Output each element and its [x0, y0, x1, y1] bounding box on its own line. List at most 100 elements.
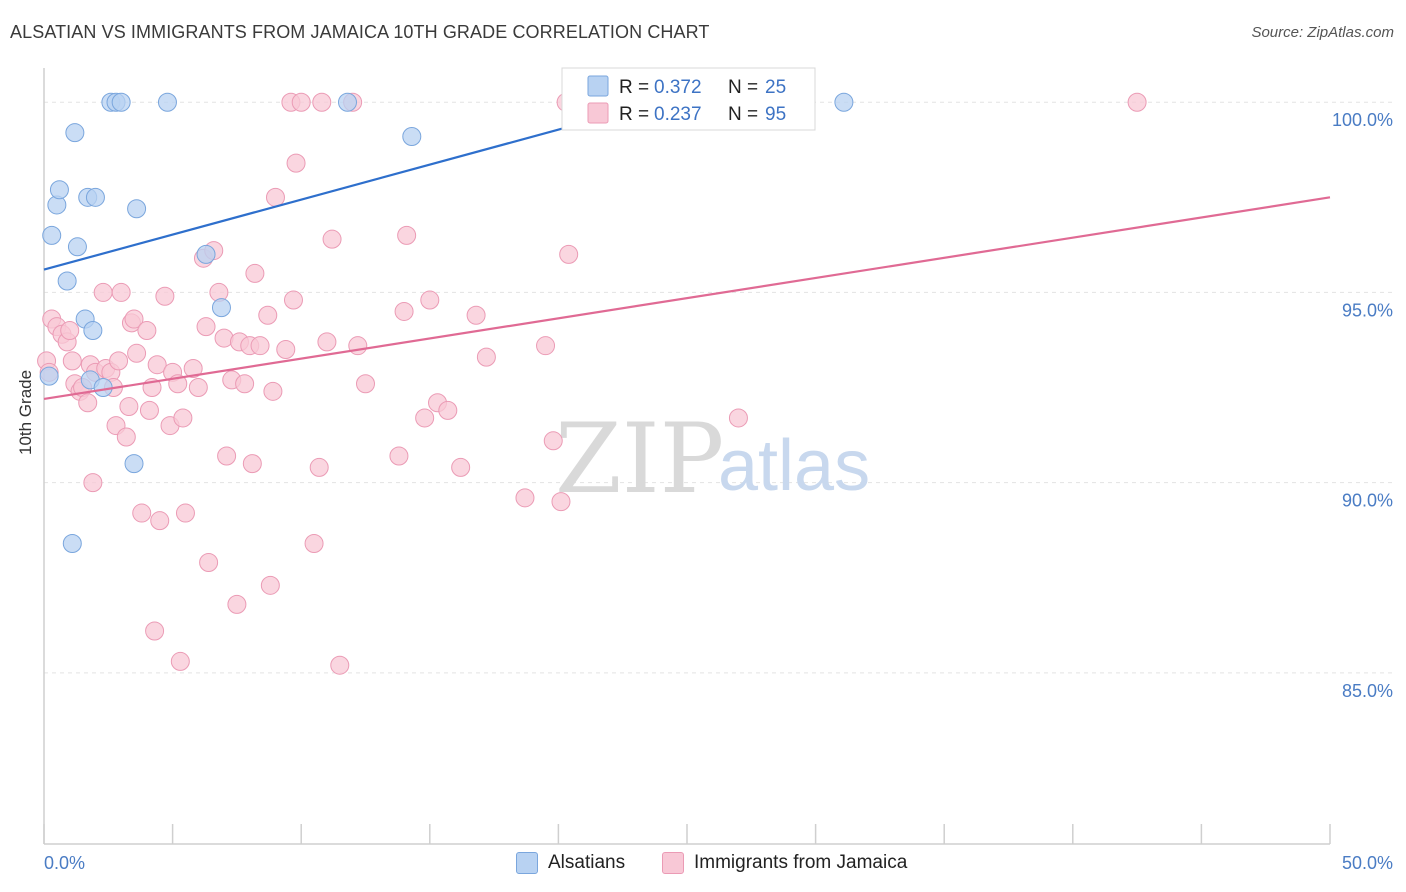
legend-n-label-alsatians: N = — [728, 77, 758, 98]
jamaica-point-85 — [536, 336, 556, 356]
jamaica-point-33 — [155, 286, 175, 306]
jamaica-point-48 — [217, 446, 237, 466]
jamaica-point-39 — [175, 503, 195, 523]
source-label: Source: ZipAtlas.com — [1251, 24, 1394, 41]
jamaica-point-28 — [139, 400, 159, 420]
bottom-legend-swatch-alsatians — [516, 852, 538, 874]
jamaica-point-78 — [420, 290, 440, 310]
jamaica-point-57 — [260, 575, 280, 595]
alsatians-point-0 — [39, 366, 59, 386]
jamaica-point-75 — [394, 301, 414, 321]
watermark-atlas: atlas — [718, 426, 870, 506]
jamaica-point-25 — [127, 343, 147, 363]
legend-r-value-jamaica: 0.237 — [654, 104, 702, 125]
legend-r-label-jamaica: R = — [619, 104, 649, 125]
jamaica-point-52 — [235, 374, 255, 394]
alsatians-point-3 — [42, 225, 62, 245]
jamaica-point-68 — [317, 332, 337, 352]
alsatians-point-21 — [62, 533, 82, 553]
x-tick-label-1: 50.0% — [1342, 853, 1393, 873]
alsatians-point-5 — [65, 123, 85, 143]
watermark-zip: ZIP — [555, 403, 724, 515]
y-tick-labels: 85.0% 90.0% 95.0% 100.0% — [1332, 110, 1393, 701]
jamaica-point-43 — [196, 317, 216, 337]
alsatians-point-4 — [57, 271, 77, 291]
bottom-legend: Alsatians Immigrants from Jamaica — [0, 852, 1406, 878]
jamaica-point-32 — [150, 511, 170, 531]
jamaica-point-41 — [188, 378, 208, 398]
jamaica-point-56 — [258, 305, 278, 325]
jamaica-point-82 — [466, 305, 486, 325]
jamaica-point-6 — [62, 351, 82, 371]
bottom-legend-label-alsatians: Alsatians — [548, 852, 626, 873]
jamaica-point-54 — [242, 454, 262, 474]
legend-n-label-jamaica: N = — [728, 104, 758, 125]
jamaica-point-69 — [322, 229, 342, 249]
alsatians-point-23 — [402, 126, 422, 146]
jamaica-point-26 — [132, 503, 152, 523]
jamaica-point-73 — [356, 374, 375, 394]
jamaica-point-55 — [245, 263, 265, 283]
jamaica-point-30 — [145, 621, 165, 641]
x-tick-labels: 0.0% 50.0% — [44, 853, 1393, 873]
jamaica-point-21 — [116, 427, 136, 447]
jamaica-point-86 — [543, 431, 563, 451]
alsatians-point-17 — [124, 454, 144, 474]
jamaica-point-63 — [286, 153, 306, 173]
jamaica-point-91 — [728, 408, 748, 428]
legend-r-label-alsatians: R = — [619, 77, 649, 98]
y-tick-label-2: 95.0% — [1342, 300, 1393, 320]
alsatians-point-19 — [196, 244, 216, 264]
jamaica-point-67 — [312, 92, 332, 112]
jamaica-point-27 — [137, 320, 157, 340]
trend-lines — [43, 93, 1331, 401]
legend-n-value-jamaica: 95 — [765, 104, 786, 125]
x-tick-label-0: 0.0% — [44, 853, 85, 873]
stats-legend: R = 0.372 N = 25 R = 0.237 N = 95 — [561, 67, 816, 131]
series-jamaica-points — [37, 92, 1147, 675]
trend-line-jamaica — [43, 196, 1331, 401]
bottom-legend-alsatians: Alsatians — [516, 852, 625, 874]
alsatians-point-16 — [127, 199, 147, 219]
jamaica-point-40 — [183, 359, 203, 379]
alsatians-point-11 — [85, 187, 105, 207]
jamaica-point-38 — [173, 408, 193, 428]
jamaica-point-14 — [93, 282, 113, 302]
bottom-legend-jamaica: Immigrants from Jamaica — [662, 852, 907, 874]
jamaica-point-74 — [389, 446, 409, 466]
jamaica-point-94 — [250, 336, 270, 356]
jamaica-point-61 — [283, 290, 303, 310]
axes — [43, 68, 1331, 845]
y-tick-label-0: 85.0% — [1342, 681, 1393, 701]
alsatians-point-22 — [337, 92, 357, 112]
series-alsatians-points — [39, 92, 854, 553]
legend-n-value-alsatians: 25 — [765, 77, 786, 98]
chart-title: ALSATIAN VS IMMIGRANTS FROM JAMAICA 10TH… — [10, 22, 710, 42]
jamaica-point-31 — [147, 355, 167, 375]
jamaica-point-64 — [291, 92, 311, 112]
alsatians-point-10 — [83, 320, 103, 340]
jamaica-point-12 — [83, 473, 103, 493]
legend-r-value-alsatians: 0.372 — [654, 77, 702, 98]
jamaica-point-60 — [276, 339, 296, 359]
jamaica-point-65 — [304, 533, 324, 553]
bottom-legend-swatch-jamaica — [662, 852, 684, 874]
jamaica-point-44 — [199, 553, 219, 573]
jamaica-point-87 — [551, 492, 571, 512]
alsatians-point-2 — [49, 180, 69, 200]
jamaica-point-24 — [124, 309, 144, 329]
watermark: ZIP atlas — [555, 403, 870, 515]
y-tick-label-1: 90.0% — [1342, 491, 1393, 511]
jamaica-point-58 — [263, 381, 283, 401]
alsatians-point-24 — [834, 92, 854, 112]
alsatians-point-15 — [111, 92, 131, 112]
jamaica-point-50 — [227, 594, 247, 614]
alsatians-point-12 — [93, 378, 113, 398]
jamaica-point-66 — [309, 457, 329, 477]
jamaica-point-76 — [397, 225, 417, 245]
legend-swatch-alsatians — [587, 75, 609, 97]
jamaica-point-84 — [515, 488, 535, 508]
jamaica-point-59 — [265, 187, 285, 207]
alsatians-point-20 — [211, 298, 231, 318]
